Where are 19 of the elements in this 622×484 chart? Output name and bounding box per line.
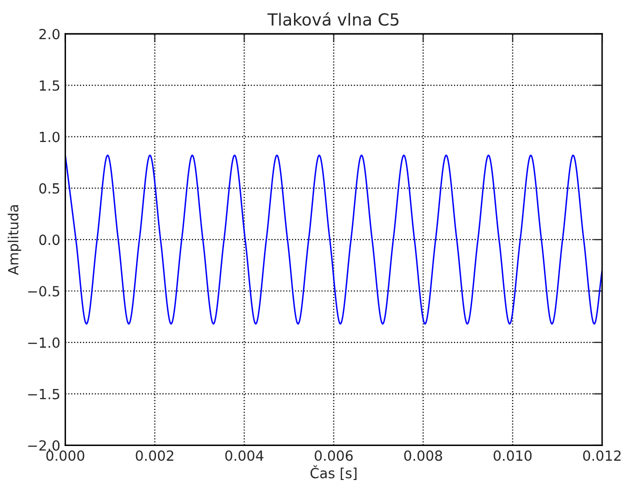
x-axis-title: Čas [s] <box>310 465 356 480</box>
y-tick-label: 0.0 <box>39 234 60 246</box>
x-tick-label: 0.000 <box>46 450 84 461</box>
x-tick-label: 0.012 <box>583 450 621 461</box>
chart-title: Tlaková vlna C5 <box>267 12 398 26</box>
x-tick-label: 0.008 <box>404 450 442 461</box>
y-tick-label: −2.0 <box>28 440 60 451</box>
y-tick-label: 0.5 <box>39 183 60 194</box>
y-axis-title: Amplituda <box>8 205 22 276</box>
x-tick-label: 0.006 <box>314 450 353 461</box>
x-tick-label: 0.010 <box>494 450 532 461</box>
y-tick-label: 2.0 <box>39 28 60 40</box>
x-tick-label: 0.002 <box>136 450 174 461</box>
x-tick-label: 0.004 <box>225 450 264 461</box>
y-tick-label: −1.0 <box>28 337 60 348</box>
y-tick-label: −1.5 <box>28 389 60 400</box>
y-tick-label: 1.5 <box>40 80 60 91</box>
y-tick-label: 1.0 <box>40 132 60 142</box>
y-tick-label: −0.5 <box>28 286 60 296</box>
